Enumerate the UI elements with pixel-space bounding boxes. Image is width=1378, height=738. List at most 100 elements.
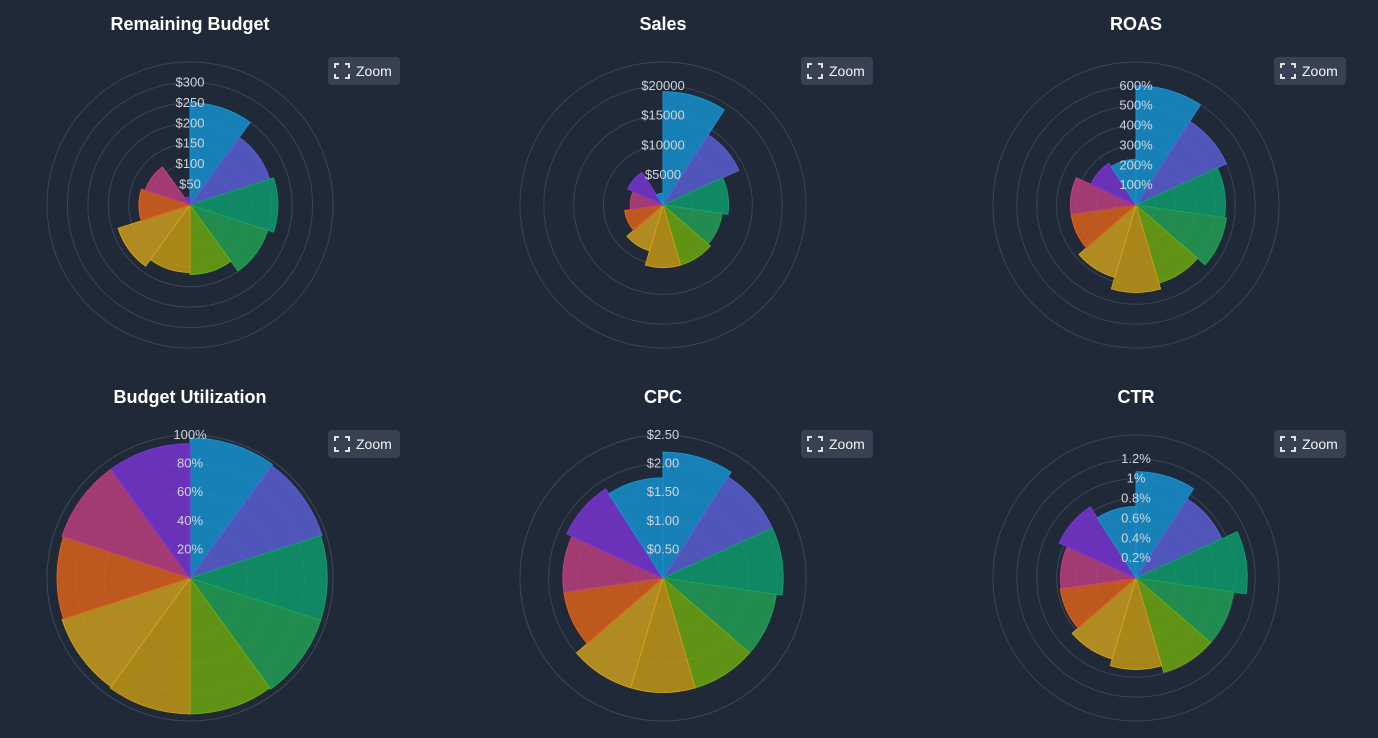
chart-panel-sales: Sales $5000 $10000 $15000 $20000 Zoom: [473, 0, 873, 365]
polar-wedge[interactable]: [1135, 576, 1212, 673]
polar-wedge[interactable]: [1078, 203, 1137, 279]
grid-ring: [66, 81, 314, 329]
polar-wedge[interactable]: [1071, 576, 1137, 660]
chart-panel-budget-utilization: Budget Utilization 20% 40% 60% 80% 100% Zoom: [0, 373, 400, 738]
polar-wedge[interactable]: [662, 451, 732, 580]
chart-title: CPC: [643, 387, 682, 407]
polar-wedge[interactable]: [188, 465, 323, 579]
polar-wedge[interactable]: [1096, 505, 1137, 580]
polar-wedge[interactable]: [188, 204, 269, 272]
tick-label: $2.50: [647, 427, 680, 442]
polar-wedge[interactable]: [1134, 531, 1248, 595]
tick-label: 200%: [1119, 157, 1153, 172]
tick-label: 0.2%: [1121, 550, 1151, 565]
zoom-button[interactable]: Zoom: [801, 57, 873, 85]
polar-wedge[interactable]: [1070, 177, 1138, 215]
tick-label: $15000: [641, 108, 684, 123]
polar-wedge[interactable]: [626, 203, 664, 252]
grid-ring-outer: [519, 434, 807, 722]
polar-wedge[interactable]: [189, 203, 232, 275]
zoom-button[interactable]: Zoom: [1274, 57, 1346, 85]
tick-label: 400%: [1119, 118, 1153, 133]
polar-chart-ctr: 0.2% 0.4% 0.6% 0.8% 1% 1.2%: [992, 434, 1280, 722]
tick-label: 40%: [177, 513, 203, 528]
polar-wedge[interactable]: [188, 577, 322, 690]
zoom-label: Zoom: [829, 63, 865, 79]
polar-chart-cpc: $0.50 $1.00 $1.50 $2.00 $2.50: [519, 427, 807, 722]
zoom-label: Zoom: [829, 436, 865, 452]
polar-wedge[interactable]: [189, 102, 251, 207]
polar-wedge[interactable]: [1135, 85, 1202, 207]
tick-label: $10000: [641, 137, 684, 152]
polar-wedge[interactable]: [61, 577, 192, 688]
polar-wedge[interactable]: [662, 91, 725, 207]
polar-wedge[interactable]: [189, 437, 274, 580]
zoom-button[interactable]: Zoom: [1274, 430, 1346, 458]
zoom-button[interactable]: Zoom: [328, 430, 400, 458]
tick-label: $250: [176, 95, 205, 110]
zoom-label: Zoom: [1302, 436, 1338, 452]
tick-label: $50: [179, 177, 201, 192]
polar-wedge[interactable]: [1134, 120, 1227, 207]
polar-wedge[interactable]: [109, 576, 191, 715]
zoom-label: Zoom: [1302, 63, 1338, 79]
polar-chart-sales: $5000 $10000 $15000 $20000: [519, 61, 807, 349]
polar-wedge[interactable]: [117, 204, 192, 267]
polar-wedge[interactable]: [1135, 471, 1195, 580]
polar-wedge[interactable]: [661, 527, 784, 596]
tick-label: $300: [176, 74, 205, 89]
polar-wedge[interactable]: [1109, 576, 1163, 670]
tick-label: $100: [176, 156, 205, 171]
polar-wedge[interactable]: [1110, 203, 1162, 293]
chart-panel-ctr: CTR 0.2% 0.4% 0.6% 0.8% 1% 1.2% Zoom: [946, 373, 1346, 738]
chart-title: Budget Utilization: [113, 387, 267, 407]
polar-wedge[interactable]: [655, 192, 664, 207]
tick-label: 0.8%: [1121, 491, 1151, 506]
zoom-button[interactable]: Zoom: [801, 430, 873, 458]
zoom-label: Zoom: [356, 63, 392, 79]
polar-wedge[interactable]: [61, 468, 192, 579]
grid-ring-outer: [992, 434, 1280, 722]
tick-label: 0.4%: [1121, 530, 1151, 545]
polar-wedge[interactable]: [188, 534, 328, 622]
polar-wedge[interactable]: [627, 171, 665, 207]
grid-ring: [1016, 458, 1256, 698]
expand-icon: [1280, 63, 1296, 79]
chart-panel-remaining-budget: Remaining Budget $50 $100 $150 $200 $250 $300…: [0, 0, 400, 365]
polar-wedge[interactable]: [110, 443, 191, 580]
zoom-button[interactable]: Zoom: [328, 57, 400, 85]
polar-wedge[interactable]: [608, 477, 664, 580]
expand-icon: [334, 436, 350, 452]
polar-wedge[interactable]: [644, 203, 682, 269]
polar-wedge[interactable]: [138, 188, 192, 222]
tick-label: 1.2%: [1121, 451, 1151, 466]
polar-wedge[interactable]: [56, 536, 192, 620]
polar-wedge[interactable]: [188, 177, 279, 233]
polar-wedge[interactable]: [1059, 577, 1138, 629]
polar-wedge[interactable]: [566, 488, 665, 580]
polar-wedge[interactable]: [575, 576, 664, 689]
polar-wedge[interactable]: [661, 177, 729, 215]
polar-wedge[interactable]: [1110, 158, 1137, 207]
polar-chart-remaining-budget: $50 $100 $150 $200 $250 $300: [46, 61, 334, 349]
polar-wedge[interactable]: [1134, 204, 1227, 266]
grid-ring-outer: [46, 434, 334, 722]
tick-label: 100%: [1119, 177, 1153, 192]
chart-title: CTR: [1117, 387, 1155, 407]
polar-wedge[interactable]: [189, 576, 271, 715]
expand-icon: [807, 63, 823, 79]
polar-wedge[interactable]: [184, 196, 191, 207]
tick-label: $2.00: [647, 456, 680, 471]
polar-wedge[interactable]: [624, 204, 665, 232]
polar-wedge[interactable]: [1058, 506, 1138, 580]
polar-wedge[interactable]: [1090, 162, 1138, 207]
tick-label: 100%: [173, 427, 207, 442]
tick-label: $1.00: [647, 513, 680, 528]
expand-icon: [807, 436, 823, 452]
polar-wedge[interactable]: [661, 134, 740, 207]
expand-icon: [1280, 436, 1296, 452]
chart-panel-roas: ROAS 100% 200% 300% 400% 500% 600% Zoom: [946, 0, 1346, 365]
expand-icon: [334, 63, 350, 79]
polar-wedge[interactable]: [144, 166, 192, 206]
